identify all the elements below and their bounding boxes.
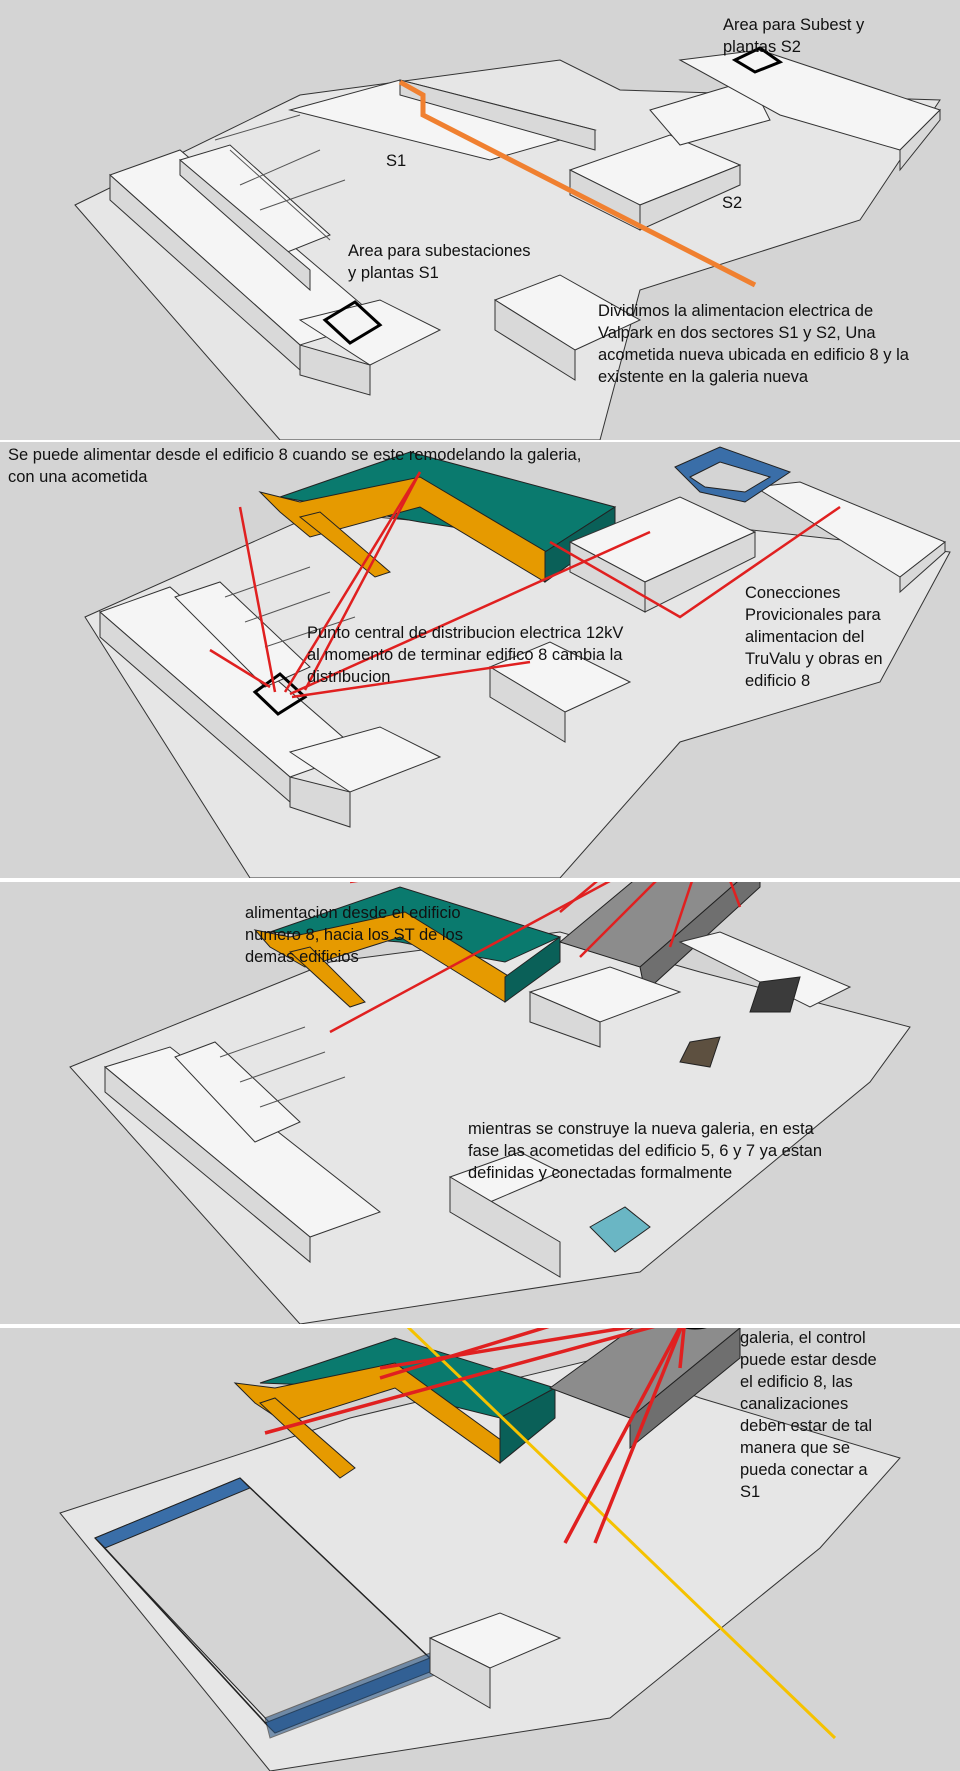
block-orange-arm: [288, 946, 366, 1008]
block-teal-side: [499, 1387, 556, 1465]
feeder-lines: [264, 1328, 686, 1544]
division-line-s1-s2: [398, 79, 757, 288]
block-grey-edificio-8: [558, 882, 738, 968]
panel-1-sectors: Area para Subest y plantas S2 S1 S2 Area…: [0, 0, 960, 440]
building-se-side: [489, 666, 566, 743]
building-gallery-roof: [174, 1041, 301, 1143]
building-ne-side: [899, 108, 941, 172]
building-south-side: [429, 1637, 491, 1709]
building-ne-side: [899, 540, 946, 594]
label-header-edificio-8: Se puede alimentar desde el edificio 8 c…: [8, 446, 582, 486]
panel-3-feeders: alimentacion desde el edificio numero 8,…: [0, 882, 960, 1324]
label-sector-s1: S1: [386, 152, 407, 170]
building-s2-north: [649, 79, 771, 146]
block-grey-edificio-8-side: [629, 1328, 741, 1450]
block-dark-1: [749, 976, 801, 1013]
label-mientras-control: Mientras de construye la galeria, el con…: [740, 1329, 877, 1501]
connection-line-s1: [406, 1328, 837, 1740]
building-center-east-front: [644, 531, 756, 613]
panel-1-drawing: [74, 46, 941, 440]
label-area-s1: Area para subestaciones y plantas S1: [348, 242, 531, 282]
building-s1-south-side: [299, 344, 371, 396]
panel-4-drawing: [59, 1328, 901, 1771]
label-conecciones: Conecciones Provicionales para alimentac…: [745, 584, 883, 690]
label-area-s2: Area para Subest y plantas S2: [723, 16, 865, 56]
feeder-lines: [209, 471, 841, 699]
building-west-side: [104, 1065, 311, 1264]
panel-2-drawing: [84, 446, 951, 878]
substation-area-s2: [731, 46, 784, 74]
building-south-side: [289, 776, 351, 828]
block-orange-arm: [298, 511, 391, 578]
building-s2-east: [639, 164, 741, 231]
label-alimentacion: alimentacion desde el edificio numero 8,…: [245, 904, 463, 966]
block-orange-arm: [259, 1397, 356, 1479]
label-punto-central: Punto central de distribucion electrica …: [307, 624, 624, 686]
label-sector-s2: S2: [722, 194, 743, 212]
building-east-1-side: [529, 991, 601, 1048]
feeder-lines: [329, 882, 742, 1034]
block-blue-square: [589, 1206, 651, 1253]
block-teal-side: [504, 936, 561, 1003]
panel-3-drawing: [69, 882, 911, 1324]
panel-2-distribution: Se puede alimentar desde el edificio 8 c…: [0, 442, 960, 878]
building-se-side: [494, 299, 576, 381]
building-south: [288, 726, 442, 793]
substation-area-s1: [322, 300, 383, 345]
label-mientras-galeria: mientras se construye la nueva galeria, …: [468, 1120, 823, 1182]
building-gallery-roof: [174, 581, 311, 688]
label-note-division: Dividimos la alimentacion electrica de V…: [598, 302, 909, 386]
building-south-side: [449, 1176, 561, 1278]
building-gallery-slope: [179, 158, 311, 292]
panel-4-control: Base de distribuc. electrica Mientras de…: [0, 1328, 960, 1771]
block-dark-2: [679, 1036, 721, 1068]
building-north-side: [399, 79, 596, 151]
